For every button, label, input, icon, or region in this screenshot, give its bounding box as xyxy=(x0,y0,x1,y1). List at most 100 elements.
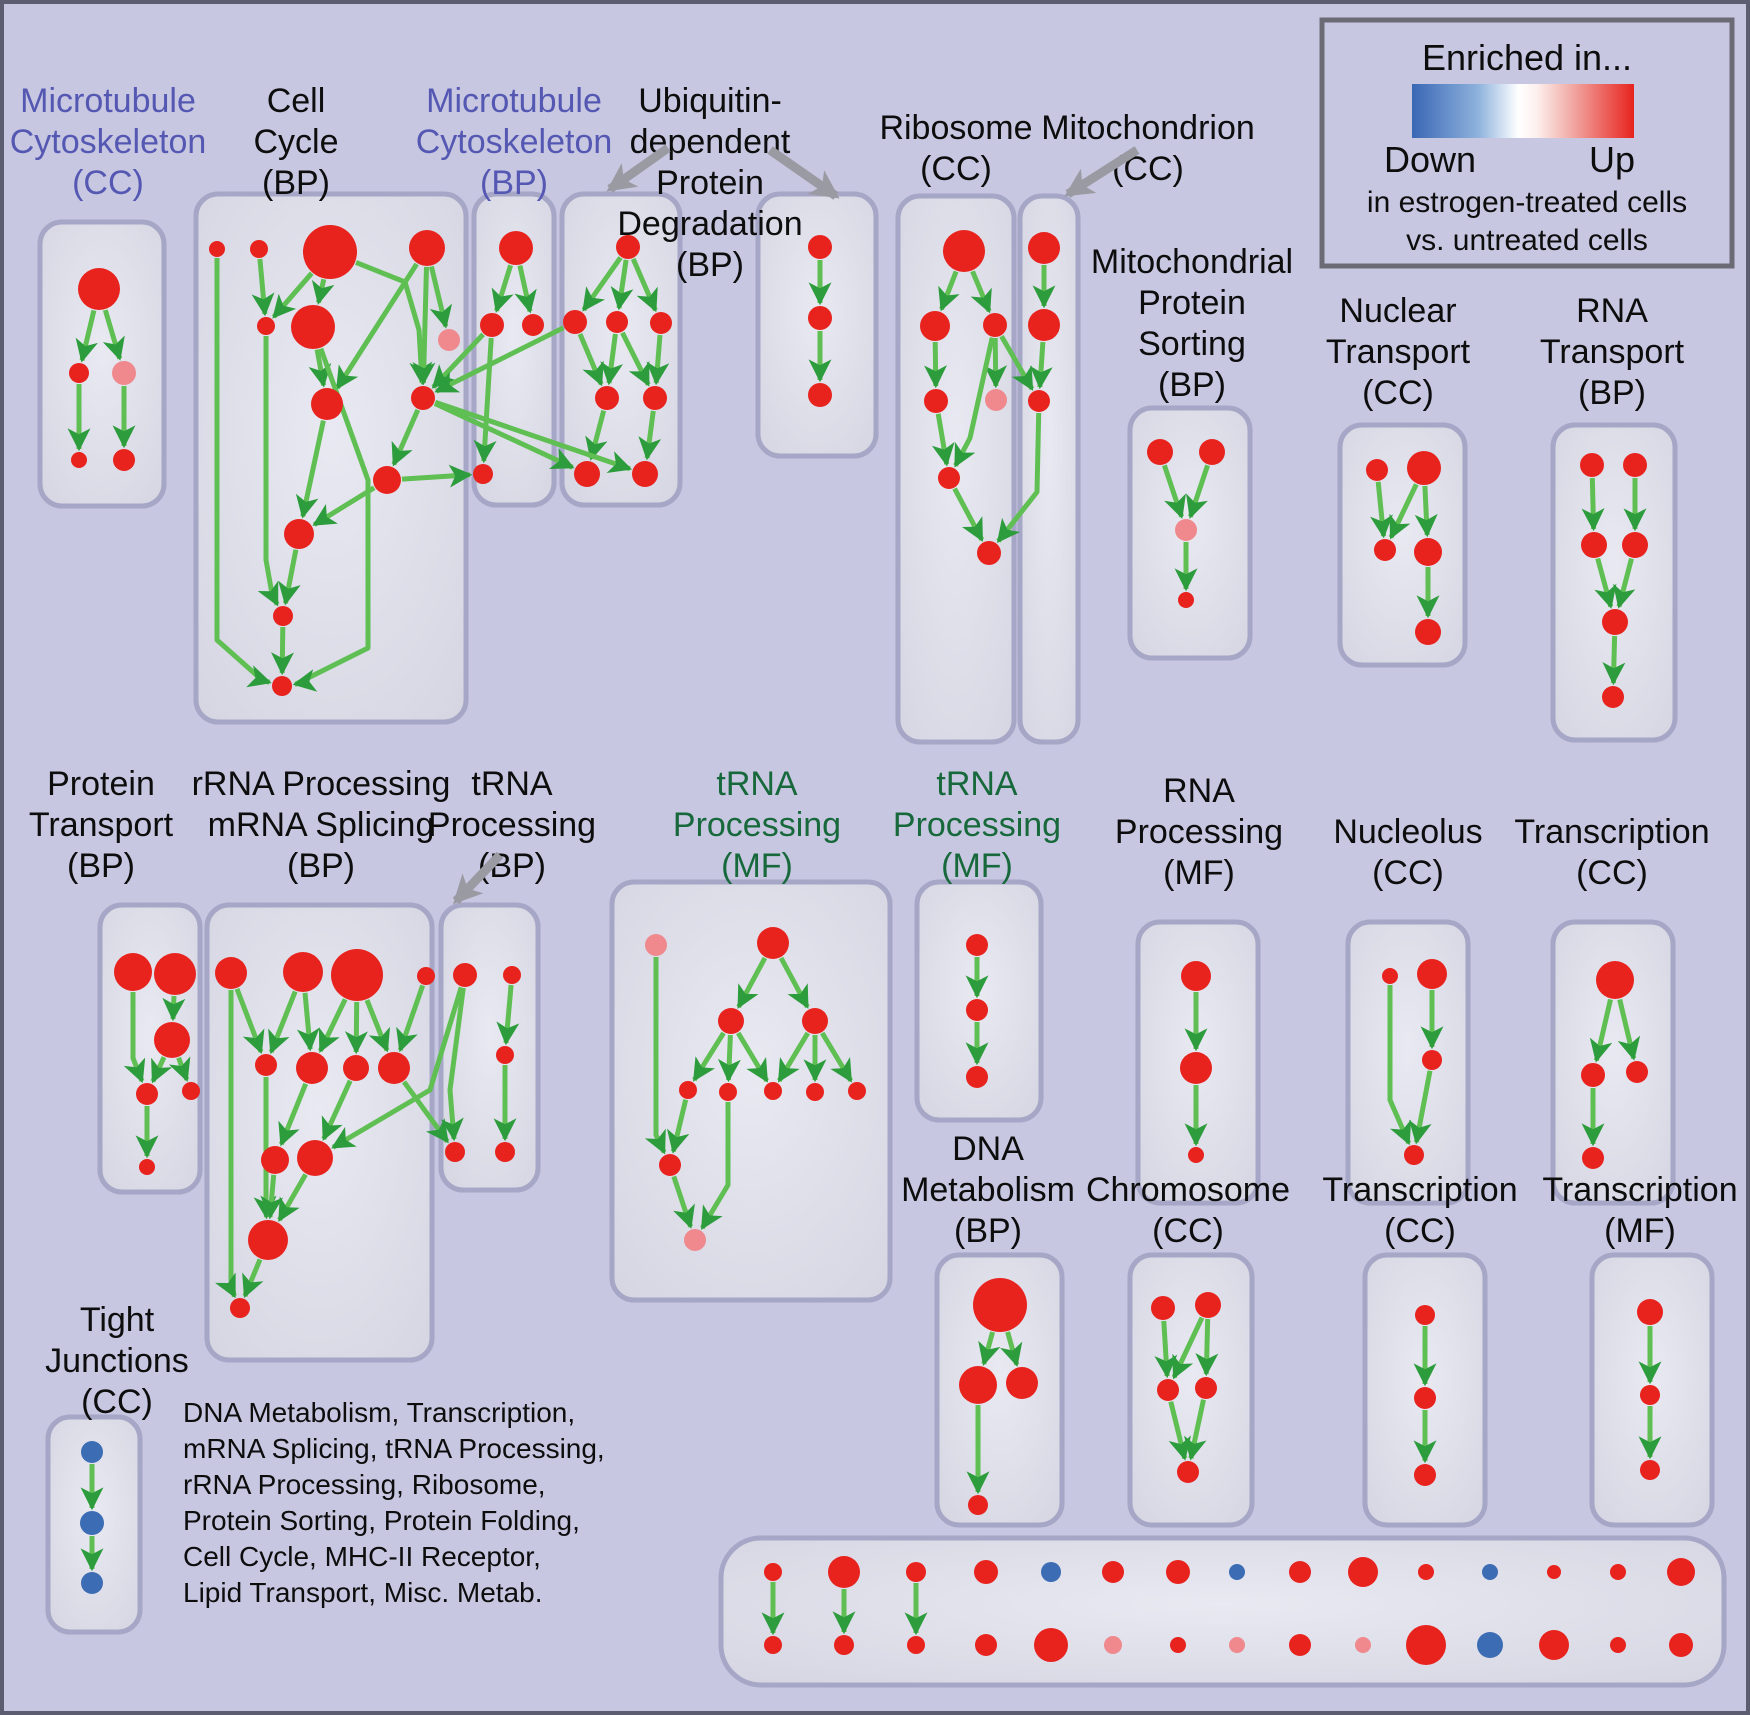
box-nucleolus xyxy=(1345,919,1471,1206)
node-red xyxy=(409,230,445,266)
node-red xyxy=(248,1220,288,1260)
node-red xyxy=(595,386,619,410)
node-red xyxy=(417,967,435,985)
edge xyxy=(820,1031,853,1083)
edge xyxy=(308,349,332,388)
edge xyxy=(924,341,948,389)
label-trans_mf: Transcription (MF) xyxy=(1542,1171,1737,1250)
node-red xyxy=(1637,1299,1663,1325)
label-trans_cc_bot: Transcription (CC) xyxy=(1322,1171,1517,1250)
node-red xyxy=(719,1083,737,1101)
node-red xyxy=(924,389,948,413)
label-trna_mf_big: tRNA Processing (MF) xyxy=(673,765,841,885)
node-red xyxy=(1404,1145,1424,1165)
edge xyxy=(270,626,294,676)
node-red xyxy=(303,225,357,279)
edge xyxy=(412,266,436,386)
node-red xyxy=(920,311,950,341)
node-red xyxy=(1028,390,1050,412)
edge xyxy=(514,265,537,314)
node-red xyxy=(1640,1385,1660,1405)
edge xyxy=(736,956,768,1009)
edge xyxy=(671,1175,695,1229)
node-red xyxy=(496,1046,514,1064)
legend-box xyxy=(1319,17,1735,269)
edge xyxy=(1162,464,1186,519)
node-red xyxy=(1415,619,1441,645)
node-red xyxy=(848,1082,866,1100)
edge xyxy=(364,999,391,1053)
node-red xyxy=(1178,592,1194,608)
node-red xyxy=(296,1052,328,1084)
edge xyxy=(268,990,298,1055)
edge xyxy=(331,986,464,1150)
node-red xyxy=(1006,1367,1038,1399)
legend-down-label: Down xyxy=(1384,139,1476,180)
edge xyxy=(215,990,237,1299)
edge xyxy=(1370,481,1393,539)
node-red xyxy=(808,306,832,330)
node-red xyxy=(473,464,493,484)
edge xyxy=(1594,557,1617,609)
edge xyxy=(996,412,1042,544)
node-blue xyxy=(1482,1564,1498,1580)
edge xyxy=(717,1034,741,1083)
annotation-arrow-icon xyxy=(1064,146,1140,198)
node-red xyxy=(718,1008,744,1034)
edge xyxy=(102,309,125,361)
node-red xyxy=(1199,439,1225,465)
box-dna_bp xyxy=(934,1252,1065,1528)
node-red xyxy=(261,1146,289,1174)
node-red xyxy=(255,1054,277,1076)
node-red xyxy=(284,519,314,549)
edge xyxy=(440,987,466,1142)
node-red xyxy=(834,1635,854,1655)
node-red xyxy=(297,1140,333,1176)
node-red xyxy=(1580,453,1604,477)
edge xyxy=(311,278,335,305)
edge xyxy=(999,335,1035,391)
edge xyxy=(1168,1401,1191,1461)
node-red xyxy=(1181,961,1211,991)
node-pink xyxy=(112,361,136,385)
edge xyxy=(1581,477,1605,532)
box-mito xyxy=(1017,193,1081,745)
edge xyxy=(1602,635,1626,686)
edge xyxy=(491,264,514,313)
label-trna_mf_small: tRNA Processing (MF) xyxy=(893,765,1061,885)
edge xyxy=(970,270,992,314)
edge xyxy=(277,1173,308,1222)
node-red xyxy=(1417,959,1447,989)
node-red xyxy=(943,230,985,272)
edge xyxy=(296,992,320,1052)
edge xyxy=(242,1258,264,1299)
node-red xyxy=(1348,1557,1378,1587)
node-red xyxy=(1177,1461,1199,1483)
node-red xyxy=(828,1556,860,1588)
node-red xyxy=(563,310,587,334)
node-red xyxy=(453,963,477,987)
node-red xyxy=(1102,1561,1124,1583)
label-nucleolus: Nucleolus (CC) xyxy=(1333,813,1482,892)
edge xyxy=(931,413,955,467)
edge xyxy=(666,1099,690,1154)
node-red xyxy=(1289,1561,1311,1583)
edge xyxy=(600,333,624,386)
node-red xyxy=(968,1495,988,1515)
label-trans_cc_mid: Transcription (CC) xyxy=(1514,813,1709,892)
node-pink xyxy=(1355,1637,1371,1653)
node-red xyxy=(373,466,401,494)
node-red xyxy=(1382,968,1398,984)
edge xyxy=(978,1331,1001,1367)
box-bottom-panel xyxy=(718,1535,1727,1688)
edge xyxy=(253,1077,277,1220)
node-red xyxy=(480,313,504,337)
node-red xyxy=(1406,1625,1446,1665)
edge xyxy=(344,1001,368,1055)
edge xyxy=(700,1102,731,1230)
node-red xyxy=(802,1008,828,1034)
label-mc_cc: Microtubule Cytoskeleton (CC) xyxy=(10,82,207,202)
node-red xyxy=(250,240,268,258)
